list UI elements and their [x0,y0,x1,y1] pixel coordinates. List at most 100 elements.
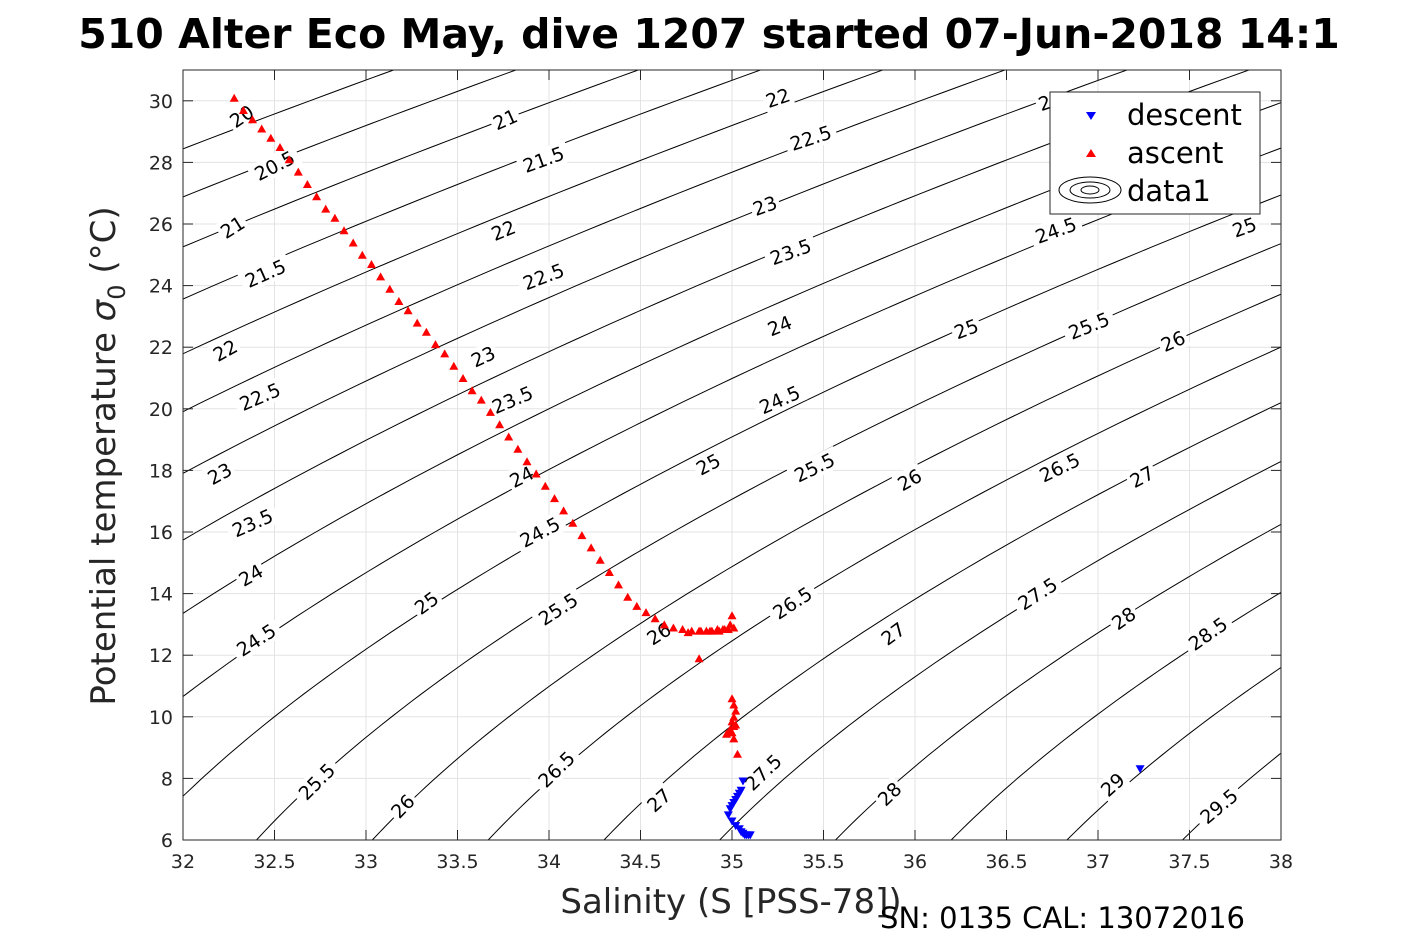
ascent-point [701,626,711,635]
descent-point [727,817,737,826]
ascent-point [659,620,669,629]
ascent-point [403,306,413,315]
ascent-point [367,260,376,268]
contour-label-bg [891,462,928,497]
contour-label: 21.5 [515,140,572,179]
ascent-point [476,395,486,404]
contour-label: 27 [640,782,677,818]
contour-label: 25 [1227,211,1262,243]
ascent-point [623,592,633,601]
ascent-point [668,623,678,632]
contour-label-text: 25.5 [1066,308,1113,344]
x-tick-label: 36.5 [985,851,1027,873]
contour-label: 23 [465,340,501,373]
legend-ascent-marker [1086,149,1096,157]
ascent-point [550,494,559,503]
descent-point [745,831,755,840]
contour-label: 28.5 [1180,609,1236,658]
legend-data1-label: data1 [1127,174,1211,208]
contour-label-bg [640,782,677,818]
ascent-point [694,654,704,663]
ascent-point [293,167,303,176]
contour-label-bg [290,755,343,808]
ascent-point [586,543,596,552]
ascent-point [440,349,450,358]
contour-line [183,70,1005,413]
contour-label-bg [1123,460,1160,494]
contour-label-bg [223,98,260,134]
ascent-point [275,143,285,151]
contour-label-bg [237,252,294,294]
contour-label-text: 21.5 [520,143,567,178]
legend-contour-icon [1058,176,1122,204]
y-tick-label: 30 [149,91,173,113]
contour-label-text: 25.5 [791,449,839,487]
contour-label-bg [207,333,244,367]
contour-label: 25.5 [786,446,843,489]
contour-label: 28 [871,775,908,812]
contour-label-text: 20 [226,101,258,133]
contour-label-bg [485,214,521,246]
x-tick-label: 37 [1086,851,1110,873]
ascent-point [229,93,239,102]
x-tick-label: 34 [537,851,561,873]
contour-label: 25.5 [290,755,343,808]
x-tick-label: 33.5 [436,851,478,873]
ascent-point [577,531,587,540]
contour-label-bg [1227,211,1262,243]
contour-label-bg [751,378,808,421]
descent-point [725,805,735,814]
contour-label-text: 29 [1097,769,1130,802]
ascent-point [614,580,623,589]
contour-label-text: 23.5 [767,235,814,270]
axes-box [182,69,1282,841]
ascent-point [727,694,737,703]
contour-label-bg [871,775,908,812]
contour-label-bg [224,502,281,544]
contour-label-text: 26 [894,465,926,496]
y-axis-label: Potential temperature σ0 (°C) [84,206,131,705]
x-tick-label: 38 [1269,851,1293,873]
chart-title: 510 Alter Eco May, dive 1207 started 07-… [78,10,1340,58]
contour-label: 23.5 [762,232,819,271]
ascent-point [266,133,276,142]
contour-label-bg [231,376,289,417]
contour-label-bg [246,143,303,188]
contour-label-bg [736,746,790,799]
x-tick-label: 34.5 [619,851,661,873]
legend: descent ascent data1 [1049,91,1261,215]
contour-label-bg [529,743,583,796]
contour-line [183,70,394,150]
contour-line [183,70,761,300]
contour-label-bg [214,210,251,245]
contour-label-text: 27 [877,618,909,650]
ascent-point [559,506,569,515]
contour-label-text: 22.5 [787,122,834,156]
contour-line [1066,666,1281,840]
contour-label-text: 26.5 [1036,449,1084,487]
contour-label-bg [232,558,269,592]
contour-line [183,102,1281,614]
contour-line [950,591,1281,840]
serial-calibration-footer: SN: 0135 CAL: 13072016 [880,901,1245,935]
y-axis-label-sigma: σ [84,298,124,321]
x-tick-label: 32.5 [253,851,295,873]
y-axis-label-unit: (°C) [84,206,124,284]
contour-line [183,70,1250,541]
contour-label-bg [1180,609,1236,658]
contour-label-bg [948,313,984,345]
contour-label: 22 [207,333,244,367]
contour-label-text: 27 [643,784,676,817]
contour-label: 25 [690,447,727,481]
ascent-point [394,297,404,305]
ascent-point [302,180,312,188]
contour-label-text: 28 [874,778,907,811]
ascent-point [729,700,739,709]
contour-label-bg [762,309,798,342]
contour-label-text: 25 [411,588,443,620]
contour-label-bg [515,140,572,179]
contour-line [603,402,1281,840]
contour-label: 24 [232,558,269,592]
ascent-point [504,432,514,441]
